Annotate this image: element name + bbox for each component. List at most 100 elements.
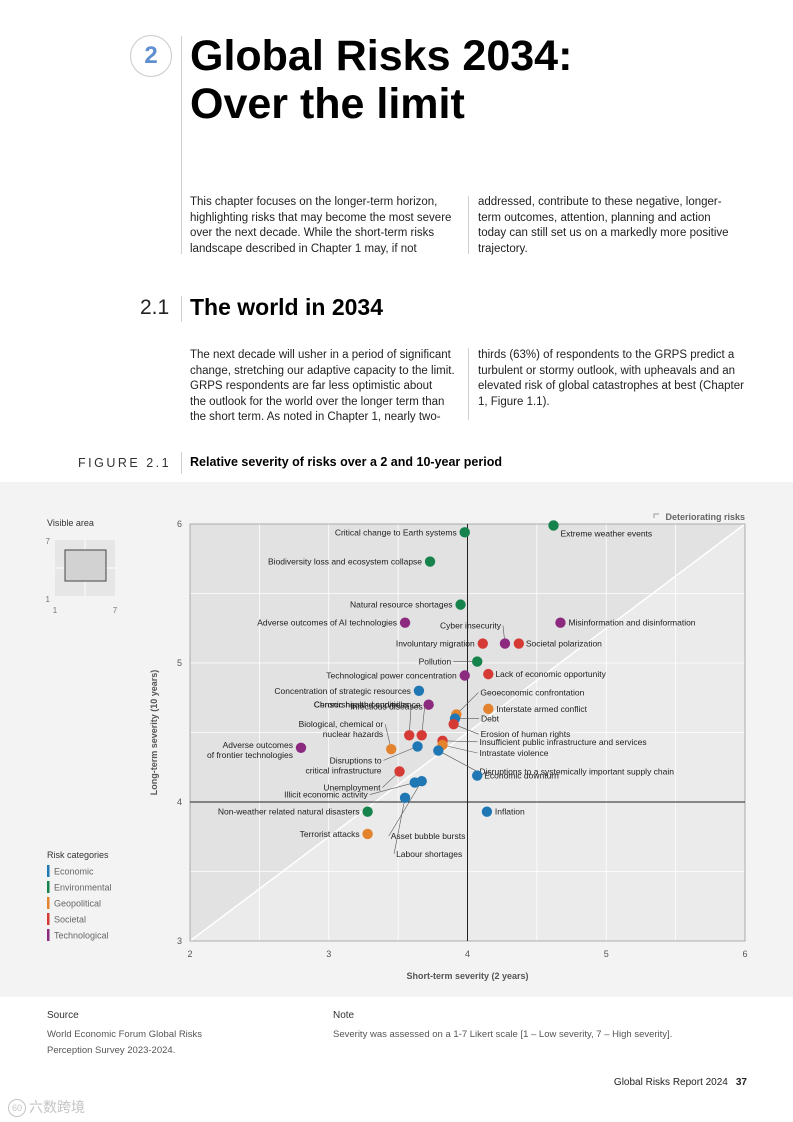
point-concentration-of-strategic-resources xyxy=(413,685,425,696)
legend-swatch xyxy=(47,929,50,941)
point-adverse-outcomes-of-ai-technologies xyxy=(399,617,411,628)
point-label-biological-chemical-or-nuclear-hazards: Biological, chemical or nuclear hazards xyxy=(299,719,384,739)
point-label-infectious-diseases: Infectious diseases xyxy=(350,701,422,711)
figure-label: FIGURE 2.1 xyxy=(78,456,172,470)
point-label-extreme-weather-events: Extreme weather events xyxy=(561,528,653,538)
text-line: 1, Figure 1.1). xyxy=(478,395,550,408)
point-label-terrorist-attacks: Terrorist attacks xyxy=(300,829,360,839)
leader-line xyxy=(369,782,415,795)
point-label-disruptions-to-critical-infrastructure: Disruptions to critical infrastructure xyxy=(305,755,381,775)
point-label-interstate-armed-conflict: Interstate armed conflict xyxy=(496,704,587,714)
point-cyber-insecurity xyxy=(499,638,511,649)
figure-title: Relative severity of risks over a 2 and … xyxy=(190,455,502,469)
leader-line xyxy=(383,746,418,761)
point-non-weather-related-natural-disasters xyxy=(362,806,373,817)
point-interstate-armed-conflict xyxy=(483,703,494,715)
y-tick-label: 5 xyxy=(177,658,182,668)
point-label-lack-of-economic-opportunity: Lack of economic opportunity xyxy=(495,669,606,679)
x-tick-label: 3 xyxy=(326,949,331,959)
source-heading: Source xyxy=(47,1010,79,1021)
text-line: today can still set us on a markedly mor… xyxy=(478,227,729,240)
chapter-title-line-2: Over the limit xyxy=(190,80,465,128)
chapter-divider xyxy=(181,36,182,254)
text-line: thirds (63%) of respondents to the GRPS … xyxy=(478,349,735,361)
point-labour-shortages xyxy=(399,792,411,804)
column-divider xyxy=(468,196,469,254)
point-label-asset-bubble-bursts: Asset bubble bursts xyxy=(391,831,466,841)
note-heading: Note xyxy=(333,1010,355,1021)
point-label-unemployment: Unemployment xyxy=(323,782,381,792)
point-chronic-health-conditions xyxy=(404,730,415,741)
legend-swatch xyxy=(47,865,50,877)
legend-swatch xyxy=(47,897,50,909)
point-lack-of-economic-opportunity xyxy=(483,668,494,680)
y-axis-label: Long-term severity (10 years) xyxy=(149,670,159,796)
legend-swatch xyxy=(47,881,50,893)
leader-line xyxy=(393,797,406,854)
watermark-text: 六数跨境 xyxy=(29,1099,85,1115)
point-terrorist-attacks xyxy=(362,828,373,840)
x-tick-label: 6 xyxy=(742,949,747,959)
point-natural-resource-shortages xyxy=(455,599,466,610)
y-tick-label: 3 xyxy=(177,936,182,946)
legend-item-environmental: Environmental xyxy=(54,883,112,893)
source-line: Perception Survey 2023-2024. xyxy=(47,1045,176,1056)
point-biological-chemical-or-nuclear-hazards xyxy=(385,743,397,755)
y-tick-label: 6 xyxy=(177,519,182,529)
section-number: 2.1 xyxy=(140,296,170,319)
visible-area-tick: 1 xyxy=(46,595,51,604)
point-label-adverse-outcomes-of-ai-technologies: Adverse outcomes of AI technologies xyxy=(257,618,397,628)
text-line: turbulent or stormy outlook, with upheav… xyxy=(478,364,735,377)
legend-item-technological: Technological xyxy=(54,931,109,941)
point-label-insufficient-public-infrastructure-and-services: Insufficient public infrastructure and s… xyxy=(480,737,647,747)
point-label-misinformation-and-disinformation: Misinformation and disinformation xyxy=(568,618,695,628)
leader-line xyxy=(442,740,478,743)
source-block: Source World Economic Forum Global Risks… xyxy=(47,1008,287,1059)
point-technological-power-concentration xyxy=(459,670,470,681)
figure-divider xyxy=(181,452,182,474)
point-label-concentration-of-strategic-resources: Concentration of strategic resources xyxy=(274,686,411,696)
legend-swatch xyxy=(47,913,50,925)
intro-column-1: This chapter focuses on the longer-term … xyxy=(190,195,462,257)
legend-item-geopolitical: Geopolitical xyxy=(54,899,101,909)
intro-column-2: addressed, contribute to these negative,… xyxy=(478,195,758,257)
page-number: 37 xyxy=(735,1077,747,1088)
report-name: Global Risks Report 2024 xyxy=(613,1077,728,1088)
point-label-illicit-economic-activity: Illicit economic activity xyxy=(284,790,368,800)
point-label-inflation: Inflation xyxy=(495,807,525,817)
text-line: landscape described in Chapter 1 may, if… xyxy=(190,242,417,255)
point-extreme-weather-events xyxy=(548,520,559,531)
visible-area-window xyxy=(64,549,107,582)
chapter-title-line-1: Global Risks 2034: xyxy=(190,32,573,80)
chapter-number-badge: 2 xyxy=(130,35,172,77)
point-disruptions-to-critical-infrastructure xyxy=(412,741,423,752)
point-infectious-diseases xyxy=(416,730,427,741)
watermark: 60 六数跨境 xyxy=(8,1097,85,1118)
point-label-pollution: Pollution xyxy=(419,657,452,667)
x-tick-label: 2 xyxy=(187,949,192,959)
visible-area-tick: 7 xyxy=(113,606,118,615)
text-line: addressed, contribute to these negative,… xyxy=(478,196,722,208)
text-line: elevated risk of global catastrophes at … xyxy=(478,380,744,393)
leader-line xyxy=(438,750,478,772)
text-line: trajectory. xyxy=(478,242,528,255)
point-unemployment xyxy=(394,766,405,777)
point-label-natural-resource-shortages: Natural resource shortages xyxy=(350,600,453,610)
text-line: The next decade will usher in a period o… xyxy=(190,349,451,361)
point-adverse-outcomes-of-frontier-technologies xyxy=(295,742,307,753)
text-line: the short term. As noted in Chapter 1, n… xyxy=(190,411,441,424)
point-label-biodiversity-loss-and-ecosystem-collapse: Biodiversity loss and ecosystem collapse xyxy=(268,557,422,567)
point-label-disruptions-to-a-systemically-important-supply-chain: Disruptions to a systemically important … xyxy=(479,767,674,777)
point-label-economic-downturn: Economic downturn xyxy=(484,771,559,781)
note-block: Note Severity was assessed on a 1-7 Like… xyxy=(333,1008,753,1043)
point-label-technological-power-concentration: Technological power concentration xyxy=(326,671,457,681)
deteriorating-marker-icon xyxy=(653,513,659,518)
deteriorating-label: Deteriorating risks xyxy=(665,512,745,522)
point-label-labour-shortages: Labour shortages xyxy=(396,849,462,859)
point-inflation xyxy=(481,806,493,817)
section-column-1: The next decade will usher in a period o… xyxy=(190,348,462,426)
point-label-involuntary-migration: Involuntary migration xyxy=(396,639,475,649)
leader-line xyxy=(388,780,422,837)
legend-item-societal: Societal xyxy=(54,915,86,925)
